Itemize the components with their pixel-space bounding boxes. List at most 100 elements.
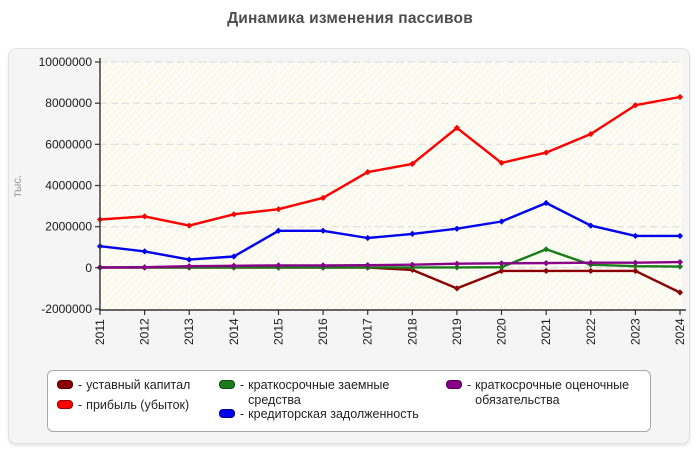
series-marker <box>632 267 639 275</box>
series-marker <box>587 267 594 275</box>
x-tick-label: 2016 <box>316 318 330 345</box>
series-marker <box>319 262 327 269</box>
y-tick-label: 0 <box>85 261 92 275</box>
legend-label: кредиторская задолженность <box>248 407 419 421</box>
series-marker <box>364 262 371 269</box>
series-line <box>99 95 681 227</box>
series-line <box>99 260 681 269</box>
series-marker <box>632 232 639 240</box>
series-marker <box>498 260 505 267</box>
series-marker <box>186 222 193 229</box>
series-marker <box>543 267 550 275</box>
legend-dash: - <box>240 378 245 392</box>
x-tick-label: 2017 <box>361 318 375 345</box>
y-tick-label: -2000000 <box>41 302 92 316</box>
legend-label: уставный капитал <box>86 378 191 392</box>
x-tick-labels: 2011 2012 2013 2014 2015 2016 2017 2018 2019 2020… <box>93 318 687 345</box>
x-tick-label: 2012 <box>138 318 152 345</box>
series-marker <box>676 258 684 266</box>
series-marker <box>409 230 416 237</box>
x-tick-label: 2020 <box>495 318 509 345</box>
x-tick-label: 2018 <box>405 318 419 345</box>
x-tick-label: 2014 <box>227 318 241 345</box>
chart-title: Динамика изменения пассивов <box>227 10 473 27</box>
series-line <box>99 201 680 261</box>
series-marker <box>230 253 237 260</box>
x-tick-label: 2024 <box>673 318 687 345</box>
series-marker <box>141 264 148 271</box>
legend-label: прибыль (убыток) <box>86 398 190 412</box>
legend-item: - краткосрочные заемные средства <box>219 378 400 409</box>
series-marker <box>186 263 193 270</box>
legend-dash: - <box>467 378 472 392</box>
series-marker <box>543 259 550 267</box>
series-marker <box>498 218 505 225</box>
series-marker <box>632 102 639 109</box>
series-marker <box>275 227 282 234</box>
legend-item: - уставный капитал <box>57 378 190 393</box>
series-marker <box>543 149 550 156</box>
series-marker <box>498 267 505 275</box>
series-marker <box>676 232 684 240</box>
legend-swatch <box>446 380 462 389</box>
y-tick-label: 10000000 <box>39 55 93 69</box>
series-marker <box>275 262 282 269</box>
series-marker <box>543 246 550 253</box>
y-tick-label: 2000000 <box>45 220 92 234</box>
series-lines <box>96 93 684 296</box>
series-marker <box>676 289 684 296</box>
x-tick-label: 2019 <box>450 318 464 345</box>
series-marker <box>632 263 639 270</box>
series-marker <box>676 263 684 270</box>
legend-item: - кредиторская задолженность <box>219 407 419 422</box>
y-tick-label: 4000000 <box>45 179 92 193</box>
series-marker <box>141 213 148 220</box>
series-marker <box>587 130 594 138</box>
legend-dash: - <box>240 407 245 421</box>
series-marker <box>230 211 237 218</box>
series-marker <box>364 234 371 242</box>
legend-dash: - <box>78 398 83 412</box>
series-marker <box>186 256 193 263</box>
series-marker <box>453 285 461 292</box>
series-marker <box>587 222 594 229</box>
series-marker <box>409 261 416 268</box>
x-tick-label: 2021 <box>539 318 553 345</box>
legend-swatch <box>57 400 73 409</box>
series-marker <box>319 227 327 234</box>
y-tick-label: 8000000 <box>45 96 92 110</box>
series-marker <box>409 160 416 167</box>
y-tick-label: 6000000 <box>45 137 92 151</box>
legend-swatch <box>57 380 73 389</box>
axes <box>95 58 686 315</box>
legend-dash: - <box>78 378 83 392</box>
series-marker <box>319 194 327 201</box>
legend-label: краткосрочные оценочные обязательства <box>475 378 630 408</box>
series-marker <box>453 124 461 131</box>
series-marker <box>230 262 237 269</box>
y-tick-labels: 10000000 8000000 6000000 4000000 2000000 0 -20… <box>39 55 93 316</box>
series-marker <box>453 264 461 271</box>
y-axis-title: тыс. <box>12 175 24 197</box>
series-marker <box>676 93 684 101</box>
legend-item: - прибыль (убыток) <box>57 398 189 413</box>
x-tick-label: 2023 <box>628 318 642 345</box>
legend-swatch <box>219 380 235 389</box>
series-marker <box>141 248 148 255</box>
legend-box: - уставный капитал - прибыль (убыток) - кратк… <box>47 370 651 432</box>
x-tick-label: 2015 <box>272 318 286 345</box>
series-marker <box>498 264 505 271</box>
x-tick-label: 2011 <box>93 319 107 345</box>
series-marker <box>543 199 550 207</box>
legend-label: краткосрочные заемные средства <box>248 378 390 408</box>
series-marker <box>587 259 594 266</box>
series-marker <box>275 206 282 213</box>
x-tick-label: 2013 <box>182 318 196 345</box>
series-marker <box>453 225 461 232</box>
x-tick-label: 2022 <box>584 318 598 345</box>
legend-item: - краткосрочные оценочные обязательства <box>446 378 633 409</box>
series-marker <box>364 169 371 176</box>
legend-swatch <box>219 409 235 418</box>
